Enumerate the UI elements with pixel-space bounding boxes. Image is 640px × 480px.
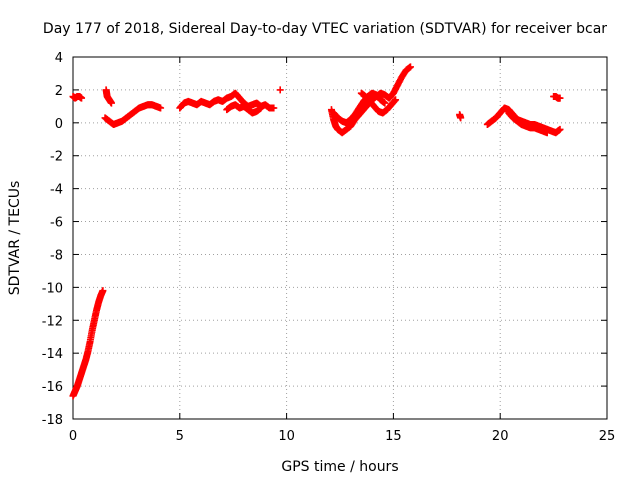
- data-point: [276, 86, 284, 94]
- data-points: [69, 63, 564, 400]
- x-axis-label: GPS time / hours: [281, 459, 398, 475]
- y-axis-label: SDTVAR / TECUs: [7, 181, 23, 296]
- data-point: [457, 114, 465, 122]
- data-point: [392, 96, 400, 104]
- x-tick-label: 10: [278, 429, 295, 444]
- chart-title: Day 177 of 2018, Sidereal Day-to-day VTE…: [43, 21, 607, 37]
- data-point: [406, 63, 414, 71]
- x-tick-label: 20: [492, 429, 509, 444]
- plot-frame: [72, 56, 608, 420]
- y-tick-label: -6: [50, 216, 63, 231]
- y-tick-label: -10: [42, 281, 63, 296]
- data-point: [270, 104, 278, 112]
- y-tick-label: -14: [42, 347, 63, 362]
- data-point: [556, 125, 564, 133]
- y-tick-label: -12: [42, 314, 63, 329]
- y-tick-label: 4: [55, 51, 63, 66]
- y-tick-label: -18: [42, 413, 63, 428]
- data-point: [157, 104, 165, 112]
- data-point: [381, 99, 389, 107]
- y-tick-label: 2: [55, 84, 63, 99]
- axis-ticks: [72, 56, 608, 420]
- y-tick-label: -8: [50, 248, 63, 263]
- data-point: [107, 99, 115, 107]
- data-point: [257, 104, 265, 112]
- x-tick-label: 5: [176, 429, 184, 444]
- data-point: [78, 94, 86, 102]
- x-tick-label: 0: [69, 429, 77, 444]
- y-tick-label: -2: [50, 150, 63, 165]
- y-tick-label: -4: [50, 183, 63, 198]
- y-tick-label: -16: [42, 380, 63, 395]
- data-point: [543, 129, 551, 137]
- data-point: [556, 94, 564, 102]
- x-tick-label: 15: [385, 429, 402, 444]
- x-tick-label: 25: [599, 429, 616, 444]
- y-tick-label: 0: [55, 117, 63, 132]
- data-point: [99, 287, 107, 295]
- grid-lines: [73, 57, 607, 419]
